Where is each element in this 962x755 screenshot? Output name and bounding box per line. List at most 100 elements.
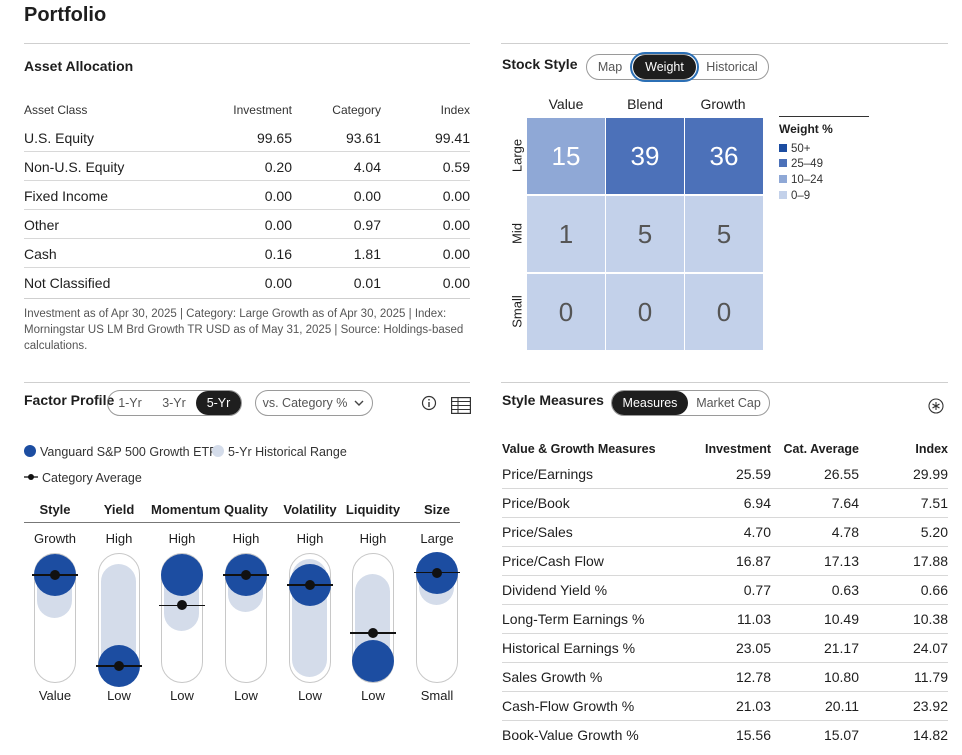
cell-investment: 0.20 [264, 159, 292, 175]
cell-index: 24.07 [912, 640, 948, 656]
factor-bottom-label: Low [361, 688, 385, 703]
info-icon[interactable] [421, 395, 437, 411]
legend-label: 0–9 [791, 190, 811, 202]
tab-5yr[interactable]: 5-Yr [196, 391, 241, 415]
tab-1yr[interactable]: 1-Yr [118, 396, 142, 410]
style-col-value: Value [548, 96, 584, 112]
cell-asset-class: U.S. Equity [24, 130, 95, 146]
table-row: Historical Earnings % 23.05 21.17 24.07 [502, 634, 948, 663]
cell-index: 0.00 [442, 246, 470, 262]
factor-name-quality: Quality [223, 502, 269, 517]
cell-measure: Sales Growth % [502, 669, 603, 685]
style-cell-mid-value: 1 [527, 196, 605, 272]
cell-index: 11.79 [914, 669, 948, 685]
cell-investment: 0.00 [264, 217, 292, 233]
tab-weight[interactable]: Weight [630, 52, 699, 82]
category-average-marker [305, 580, 315, 591]
cell-investment: 0.77 [743, 582, 771, 598]
stock-style-tabs: Map Weight Historical [586, 52, 769, 82]
factor-name-momentum: Momentum [151, 502, 221, 517]
table-row: Non-U.S. Equity 0.20 4.04 0.59 [24, 152, 470, 181]
cell-measure: Cash-Flow Growth % [502, 698, 635, 714]
cell-investment: 6.94 [743, 495, 771, 511]
style-row-large: Large [509, 138, 525, 173]
cell-measure: Historical Earnings % [502, 640, 636, 656]
style-row-small: Small [509, 295, 525, 328]
cell-index: 17.88 [912, 553, 948, 569]
cell-cat-average: 7.64 [831, 495, 859, 511]
style-row-mid: Mid [509, 223, 525, 244]
cell-measure: Price/Earnings [502, 466, 594, 482]
legend-range-label: 5-Yr Historical Range [228, 445, 347, 459]
asset-allocation-footnote: Investment as of Apr 30, 2025 | Category… [24, 308, 464, 352]
style-cell-mid-blend: 5 [606, 196, 684, 272]
legend-swatch [779, 159, 787, 167]
col-measure: Value & Growth Measures [502, 442, 656, 456]
cell-index: 10.38 [912, 611, 948, 627]
col-investment: Investment [705, 442, 771, 456]
cell-measure: Dividend Yield % [502, 582, 608, 598]
cell-index: 0.00 [442, 275, 470, 291]
table-row: Dividend Yield % 0.77 0.63 0.66 [502, 576, 948, 605]
cell-investment: 23.05 [735, 640, 771, 656]
category-average-icon [24, 474, 38, 480]
factor-name-volatility: Volatility [283, 502, 337, 517]
cell-category: 93.61 [345, 130, 381, 146]
cell-category: 0.01 [353, 275, 381, 291]
cell-index: 5.20 [920, 524, 948, 540]
style-cell-large-blend: 39 [606, 118, 684, 194]
col-index: Index [440, 103, 470, 117]
factor-top-label: Growth [34, 531, 76, 546]
style-cell-large-growth: 36 [685, 118, 763, 194]
factor-top-label: High [359, 531, 387, 546]
cell-investment: 0.00 [264, 188, 292, 204]
cell-cat-average: 10.49 [823, 611, 859, 627]
page-title: Portfolio [24, 4, 107, 26]
compare-dropdown-label: vs. Category % [262, 396, 348, 410]
cell-asset-class: Not Classified [24, 275, 111, 291]
style-col-growth: Growth [700, 96, 746, 112]
category-average-marker [241, 570, 251, 581]
legend-swatch [779, 175, 787, 183]
factor-bottom-label: Low [170, 688, 194, 703]
settings-icon[interactable] [928, 398, 944, 414]
cell-cat-average: 10.80 [823, 669, 859, 685]
cell-asset-class: Other [24, 217, 60, 233]
category-average-marker [368, 628, 378, 639]
factor-name-style: Style [39, 502, 71, 517]
legend-divider [779, 116, 869, 117]
legend-category-label: Category Average [42, 471, 142, 485]
divider [24, 43, 470, 44]
cell-index: 0.66 [920, 582, 948, 598]
cell-index: 0.00 [442, 217, 470, 233]
category-average-marker [432, 567, 442, 578]
cell-index: 0.59 [442, 159, 470, 175]
table-icon[interactable] [451, 397, 471, 414]
cell-cat-average: 4.78 [831, 524, 859, 540]
factor-name-size: Size [423, 502, 450, 517]
legend-item: 0–9 [779, 190, 810, 202]
style-col-blend: Blend [627, 96, 663, 112]
tab-3yr[interactable]: 3-Yr [162, 396, 186, 410]
table-row: Cash-Flow Growth % 21.03 20.11 23.92 [502, 692, 948, 721]
tab-measures[interactable]: Measures [612, 391, 688, 415]
style-cell-small-value: 0 [527, 274, 605, 350]
stock-style-title: Stock Style [502, 56, 578, 72]
divider [24, 298, 470, 299]
legend-label: 25–49 [791, 158, 823, 170]
table-row: Fixed Income 0.00 0.00 0.00 [24, 181, 470, 210]
table-row: U.S. Equity 99.65 93.61 99.41 [24, 123, 470, 152]
asset-allocation-header: Asset Class Investment Category Index [24, 96, 470, 125]
factor-top-label: High [232, 531, 260, 546]
tab-map[interactable]: Map [597, 60, 623, 74]
tab-market-cap[interactable]: Market Cap [696, 396, 761, 410]
tab-historical[interactable]: Historical [706, 60, 758, 74]
legend-item: 25–49 [779, 158, 823, 170]
factor-top-label: Large [420, 531, 454, 546]
style-cell-mid-growth: 5 [685, 196, 763, 272]
cell-index: 99.41 [434, 130, 470, 146]
compare-dropdown[interactable]: vs. Category % [255, 390, 373, 416]
factor-top-label: High [168, 531, 196, 546]
table-row: Cash 0.16 1.81 0.00 [24, 239, 470, 268]
cell-investment: 16.87 [735, 553, 771, 569]
